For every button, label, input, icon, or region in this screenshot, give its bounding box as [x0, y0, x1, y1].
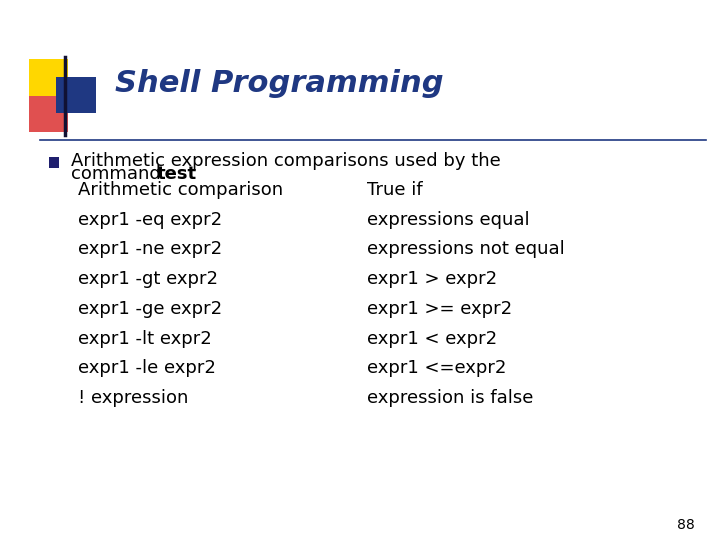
Text: expr1 -ne expr2: expr1 -ne expr2 [78, 240, 222, 259]
Text: expr1 -eq expr2: expr1 -eq expr2 [78, 211, 222, 229]
FancyBboxPatch shape [29, 96, 68, 132]
Text: expressions equal: expressions equal [367, 211, 530, 229]
Text: expression is false: expression is false [367, 389, 534, 407]
Text: 88: 88 [677, 518, 695, 532]
Text: expr1 -le expr2: expr1 -le expr2 [78, 359, 215, 377]
Text: expr1 -lt expr2: expr1 -lt expr2 [78, 329, 212, 348]
Text: ! expression: ! expression [78, 389, 188, 407]
Text: expr1 >= expr2: expr1 >= expr2 [367, 300, 513, 318]
Text: expr1 -gt expr2: expr1 -gt expr2 [78, 270, 217, 288]
Text: expr1 < expr2: expr1 < expr2 [367, 329, 498, 348]
Text: True if: True if [367, 181, 423, 199]
Text: expressions not equal: expressions not equal [367, 240, 565, 259]
FancyBboxPatch shape [29, 59, 68, 97]
FancyBboxPatch shape [56, 77, 96, 113]
Text: Arithmetic expression comparisons used by the: Arithmetic expression comparisons used b… [71, 152, 500, 170]
Text: Shell Programming: Shell Programming [115, 69, 444, 98]
Text: Arithmetic comparison: Arithmetic comparison [78, 181, 283, 199]
Text: expr1 <=expr2: expr1 <=expr2 [367, 359, 507, 377]
Text: test: test [157, 165, 197, 183]
Text: command: command [71, 165, 166, 183]
Text: expr1 > expr2: expr1 > expr2 [367, 270, 498, 288]
FancyBboxPatch shape [49, 157, 59, 168]
Text: expr1 -ge expr2: expr1 -ge expr2 [78, 300, 222, 318]
